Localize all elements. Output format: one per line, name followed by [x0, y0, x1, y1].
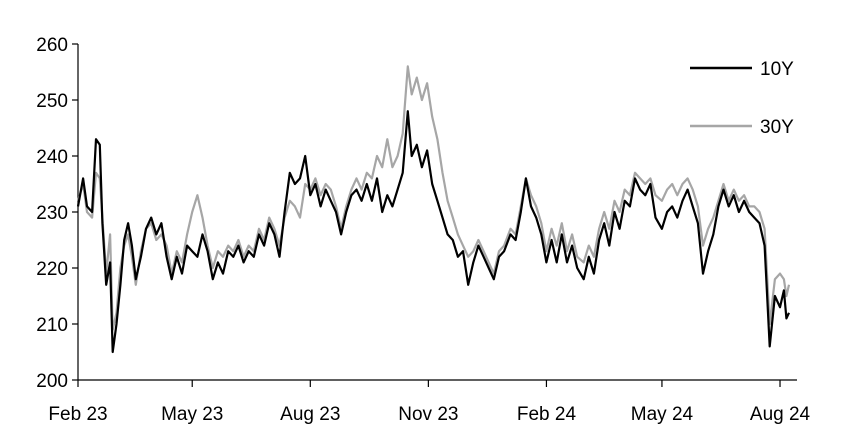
- series-line-10y: [76, 110, 790, 354]
- legend-label-10y: 10Y: [760, 59, 794, 80]
- y-tick-label: 250: [36, 91, 68, 112]
- series-lines: [76, 65, 791, 354]
- y-tick-label: 200: [36, 371, 68, 392]
- y-axis: 200 210 220 230 240 250 260: [36, 35, 79, 392]
- x-tick-label: Aug 23: [280, 404, 340, 425]
- legend: 10Y 30Y: [690, 59, 794, 138]
- x-tick-label: Feb 23: [48, 404, 107, 425]
- x-tick-label: Feb 24: [517, 404, 577, 425]
- x-axis: Feb 23 May 23 Aug 23 Nov 23 Feb 24 May 24 Aug …: [48, 379, 811, 425]
- x-tick-label: May 23: [161, 404, 223, 425]
- y-tick-label: 240: [36, 147, 68, 168]
- series-line-30y: [76, 65, 791, 331]
- y-tick-label: 220: [36, 259, 68, 280]
- legend-label-30y: 30Y: [760, 117, 794, 138]
- x-tick-label: Nov 23: [398, 404, 458, 425]
- x-tick-label: May 24: [631, 404, 694, 425]
- y-tick-label: 210: [36, 315, 68, 336]
- x-tick-label: Aug 24: [750, 404, 811, 425]
- y-tick-label: 260: [36, 35, 68, 56]
- y-tick-label: 230: [36, 203, 68, 224]
